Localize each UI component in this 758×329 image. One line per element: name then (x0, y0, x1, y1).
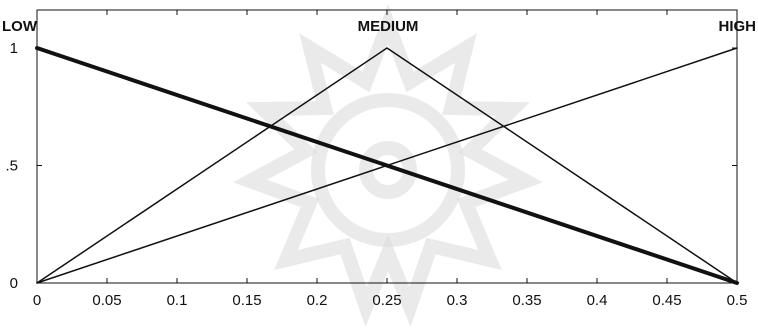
membership-label-low: LOW (2, 18, 38, 35)
x-axis-ticks: 0 0.05 0.1 0.15 0.2 0.25 0.3 0.35 0.4 0.45 0.5 (33, 10, 748, 309)
x-tick-label-1: 0.05 (92, 292, 121, 309)
x-tick-label-10: 0.5 (727, 292, 748, 309)
x-tick-label-9: 0.45 (652, 292, 681, 309)
y-axis-ticks: 0.51 (5, 40, 737, 292)
watermark-pattern (232, 4, 544, 327)
y-tick-label-2: 1 (10, 40, 18, 57)
series-line-high (36, 47, 738, 284)
x-tick-label-4: 0.2 (307, 292, 328, 309)
y-tick-label-0: 0 (10, 275, 18, 292)
x-tick-label-0: 0 (33, 292, 41, 309)
x-tick-label-2: 0.1 (167, 292, 188, 309)
membership-label-medium: MEDIUM (358, 18, 419, 35)
membership-lines (35, 46, 739, 285)
x-tick-label-3: 0.15 (232, 292, 261, 309)
x-tick-label-5: 0.25 (372, 292, 401, 309)
x-tick-label-6: 0.3 (447, 292, 468, 309)
membership-labels: LOW MEDIUM HIGH (2, 18, 756, 35)
series-line-medium (36, 47, 738, 284)
membership-label-high: HIGH (719, 18, 757, 35)
y-tick-label-1: .5 (5, 158, 18, 175)
x-tick-label-7: 0.35 (512, 292, 541, 309)
x-tick-label-8: 0.4 (587, 292, 608, 309)
